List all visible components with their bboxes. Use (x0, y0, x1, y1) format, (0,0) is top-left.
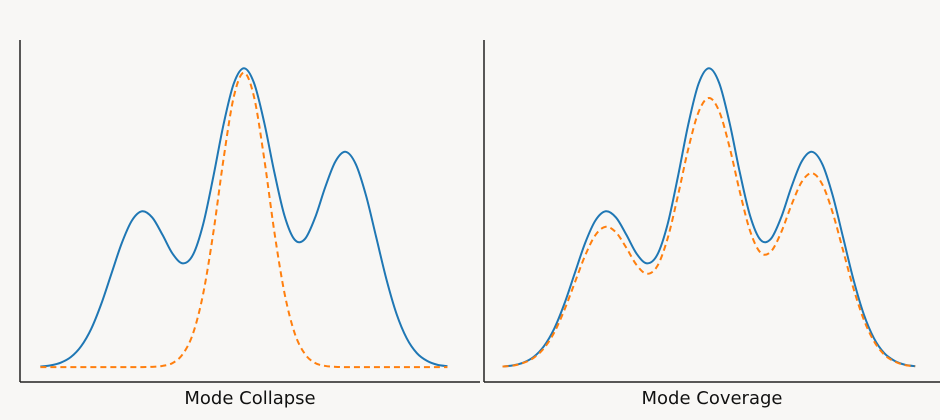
x-axis-label: Mode Collapse (184, 388, 315, 409)
x-axis-label: Mode Coverage (641, 388, 782, 409)
series-line (502, 67, 916, 368)
series-line (40, 71, 448, 369)
series-line (40, 67, 448, 368)
series-line (502, 96, 916, 368)
